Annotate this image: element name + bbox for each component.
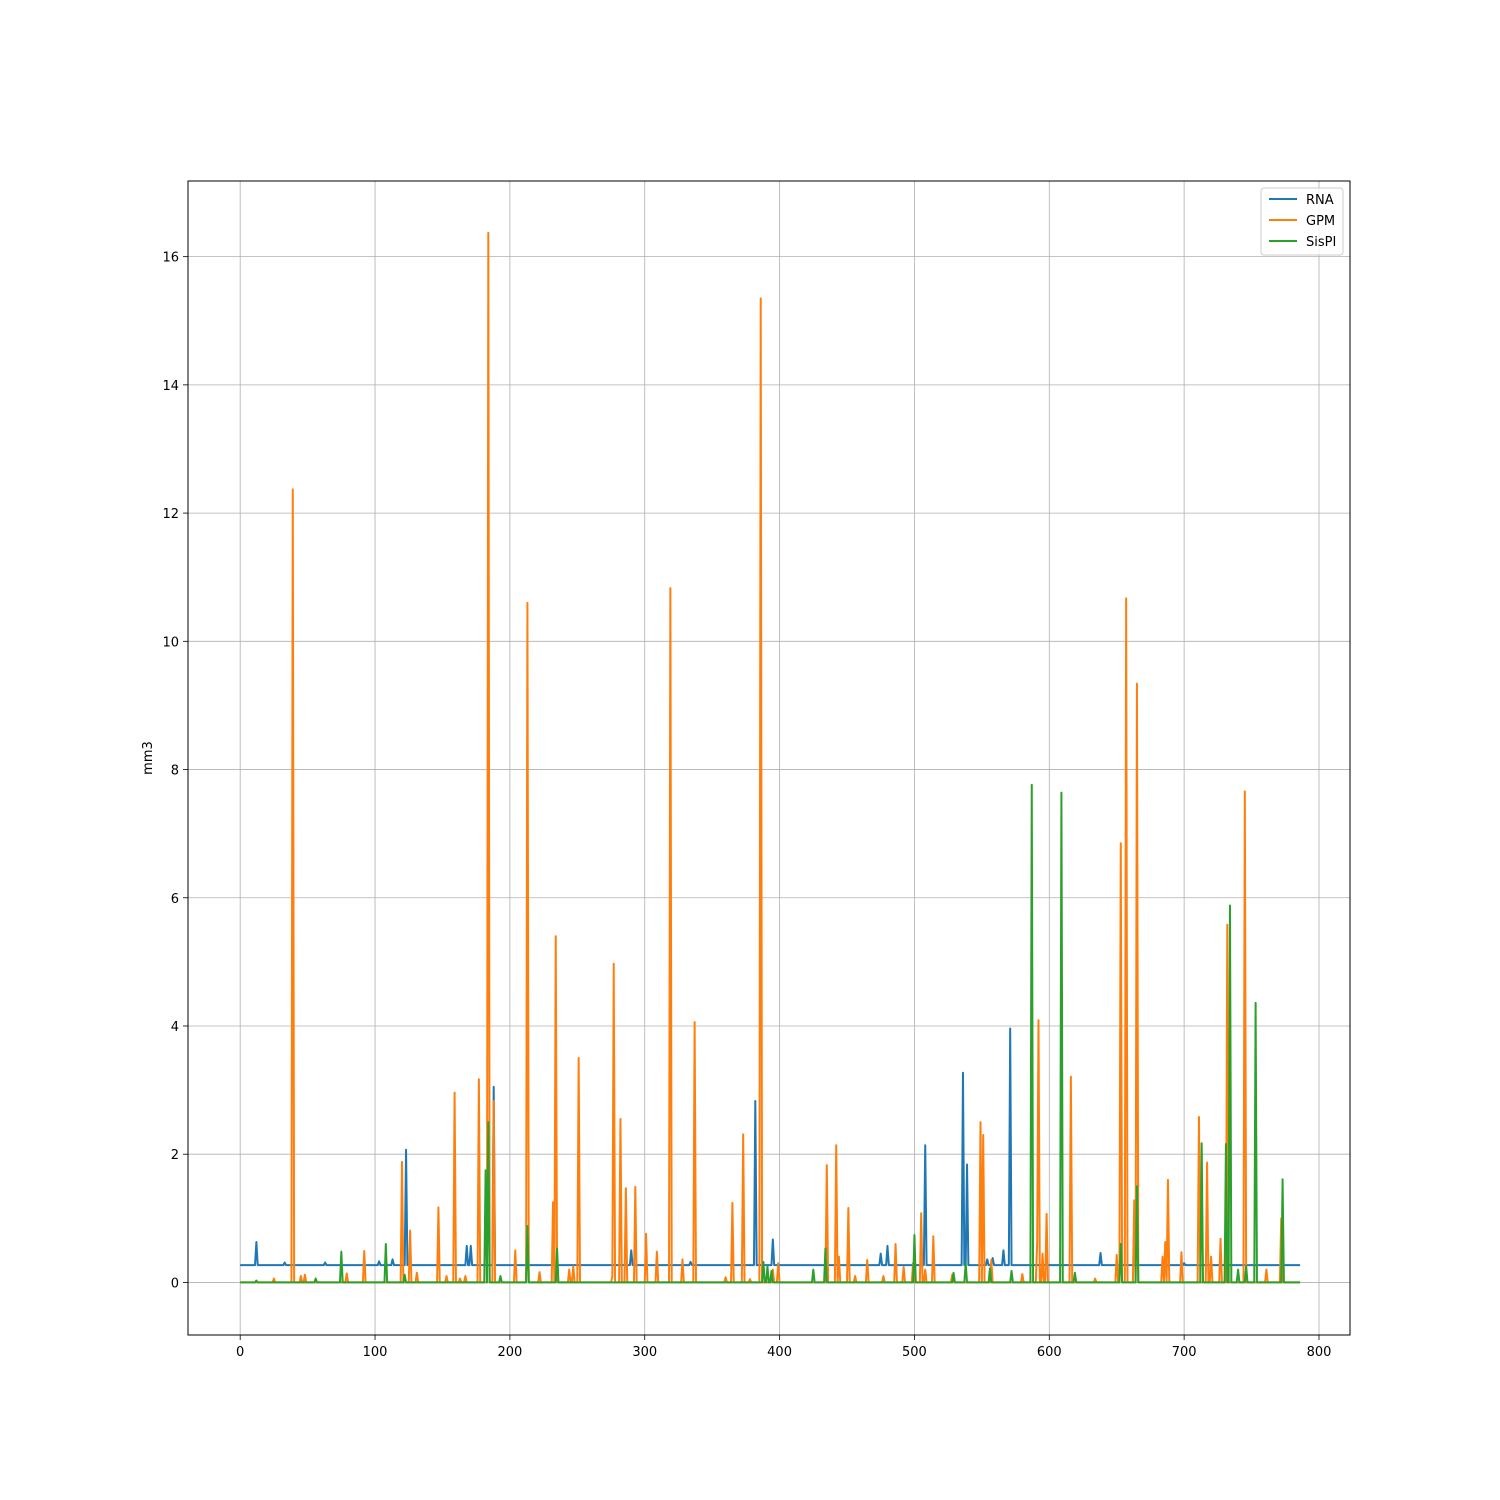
x-tick-label: 700 [1172, 1345, 1197, 1360]
x-tick-label: 200 [497, 1345, 522, 1360]
x-tick-label: 300 [632, 1345, 657, 1360]
y-tick-label: 4 [171, 1020, 179, 1035]
y-tick-label: 2 [171, 1148, 179, 1163]
plot-area-frame [187, 180, 1351, 1336]
x-tick-label: 500 [902, 1345, 927, 1360]
legend-label: SisPI [1306, 235, 1336, 250]
x-tick-label: 800 [1307, 1345, 1332, 1360]
x-tick-label: 600 [1037, 1345, 1062, 1360]
x-tick-label: 100 [363, 1345, 388, 1360]
legend: RNA GPM SisPI [1260, 187, 1344, 256]
y-tick-label: 0 [171, 1276, 179, 1291]
series-line-rna [240, 1027, 1301, 1267]
series-line-sispi [240, 783, 1301, 1284]
y-tick-label: 8 [171, 764, 179, 779]
x-tick-label: 0 [236, 1345, 244, 1360]
legend-label: GPM [1306, 214, 1335, 229]
series-lines [240, 231, 1301, 1284]
x-axis: 0 100 200 300 400 500 600 700 800 [236, 1335, 1331, 1360]
x-tick-label: 400 [767, 1345, 792, 1360]
y-tick-label: 12 [162, 507, 179, 522]
y-tick-label: 16 [162, 251, 179, 266]
legend-box [1260, 187, 1344, 256]
legend-label: RNA [1306, 193, 1334, 208]
y-tick-label: 14 [162, 379, 179, 394]
y-tick-label: 6 [171, 892, 179, 907]
y-tick-label: 10 [162, 635, 179, 650]
y-axis-label: mm3 [141, 741, 156, 775]
y-axis: 0 2 4 6 8 10 12 14 16 [162, 251, 188, 1291]
